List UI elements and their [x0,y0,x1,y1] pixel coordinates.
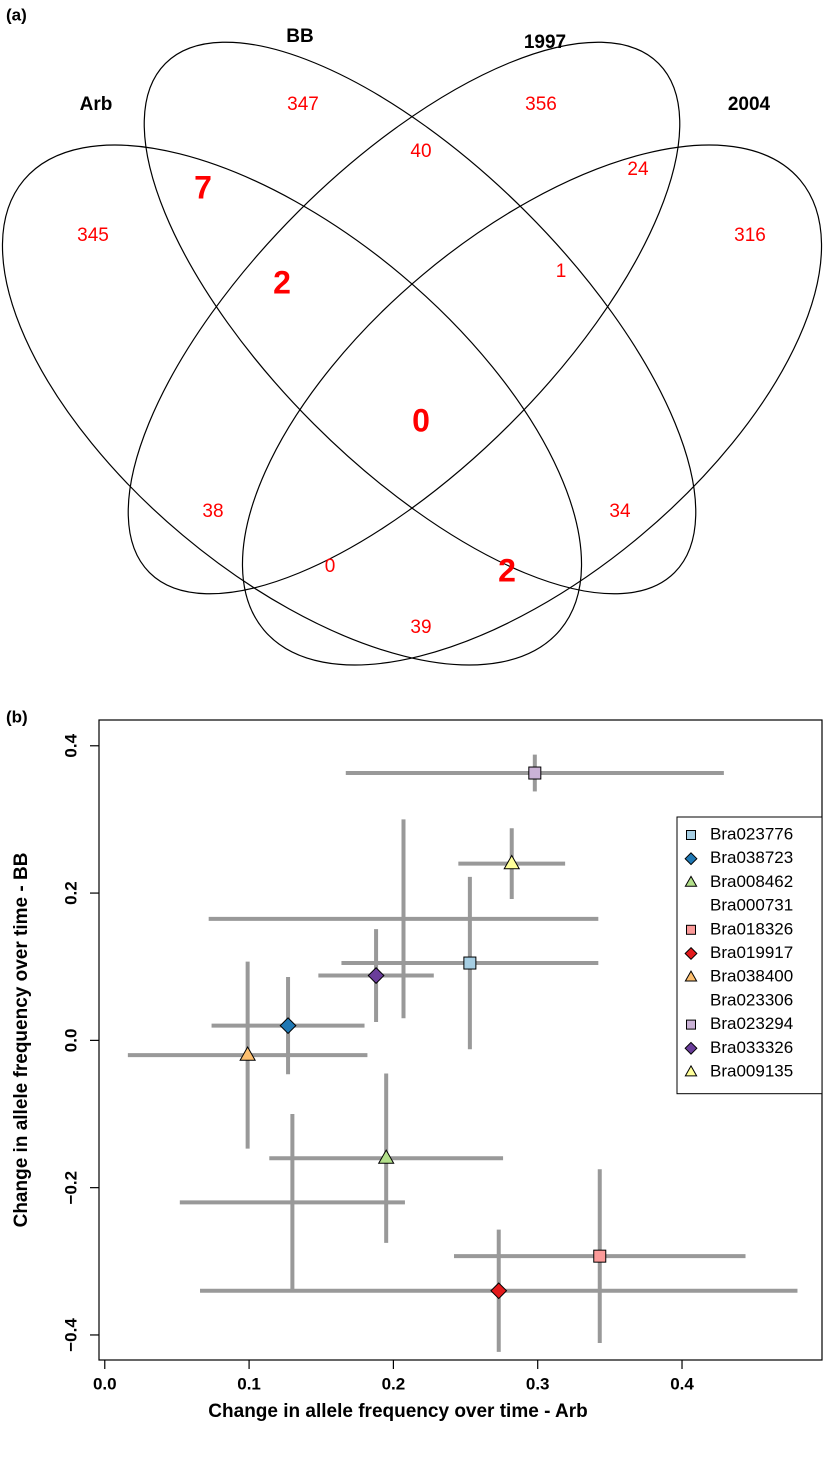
legend-box [676,816,823,1095]
x-axis-title: Change in allele frequency over time - A… [208,1401,587,1422]
legend-label: Bra033326 [710,1038,793,1057]
marker-square [463,956,477,970]
marker-triangle [377,1149,395,1164]
region-count: 1 [556,261,567,282]
panel-label: (a) [6,5,27,24]
x-tick-label: 0.3 [526,1374,550,1393]
marker-square [686,924,696,935]
region-count: 34 [609,501,631,522]
region-count: 2 [498,552,516,588]
marker-triangle [684,1064,698,1077]
marker-diamond [684,946,698,961]
set-label: 1997 [524,32,566,53]
y-axis-title: Change in allele frequency over time - B… [11,853,32,1228]
marker-diamond [367,967,385,985]
marker-diamond [684,852,698,866]
x-tick-label: 0.1 [237,1374,261,1393]
legend-label: Bra038723 [710,848,793,867]
region-count: 39 [410,617,431,638]
y-tick-label: 0.2 [61,881,80,905]
legend-label: Bra023294 [710,1014,793,1033]
region-count: 40 [410,141,431,162]
legend-label: Bra023776 [710,824,793,843]
venn-ellipses [1,41,823,666]
marker-square [686,1019,696,1030]
y-tick-label: 0.4 [61,733,80,757]
marker-triangle [684,970,698,982]
region-count: 345 [77,225,109,246]
marker-diamond [684,1041,698,1055]
legend-label: Bra008462 [710,872,793,891]
venn-set-ellipse [127,41,681,595]
venn-set-ellipse [1,144,583,666]
marker-diamond [490,1282,508,1300]
marker-square [528,766,542,780]
set-label: Arb [80,94,113,115]
region-count: 2 [273,264,291,300]
legend-label: Bra018326 [710,919,793,938]
venn-set-ellipse [143,41,697,595]
venn-set-ellipse [241,144,823,666]
x-tick-label: 0.2 [382,1374,406,1393]
panel-label: (b) [6,707,28,726]
region-count: 347 [287,94,319,115]
y-tick-label: 0.0 [61,1029,80,1053]
legend-label: Bra038400 [710,967,793,986]
marker-triangle [684,875,698,887]
legend-label: Bra019917 [710,943,793,962]
marker-triangle [239,1045,256,1061]
legend-label: Bra023306 [710,990,793,1009]
region-count: 0 [412,402,430,438]
region-count: 38 [202,501,223,522]
region-count: 0 [325,556,336,577]
marker-square [593,1249,607,1263]
x-tick-label: 0.4 [670,1374,694,1393]
marker-square [686,830,696,840]
set-label: 2004 [728,94,771,115]
region-count: 316 [734,225,766,246]
y-tick-label: −0.4 [61,1318,80,1352]
y-tick-label: −0.2 [61,1171,80,1205]
legend-label: Bra009135 [710,1061,793,1080]
region-count: 24 [627,159,649,180]
marker-diamond [279,1017,297,1035]
set-label: BB [286,26,313,47]
legend-label: Bra000731 [710,896,793,915]
region-count: 7 [194,169,212,205]
marker-triangle [503,854,521,870]
region-count: 356 [525,94,557,115]
x-tick-label: 0.0 [93,1374,117,1393]
